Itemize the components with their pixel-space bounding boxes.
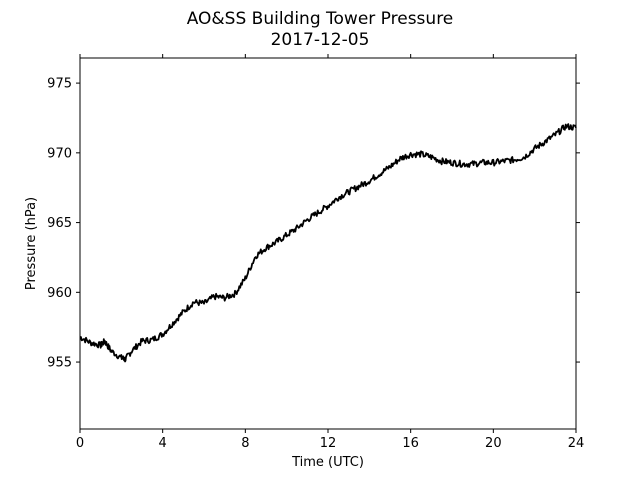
chart-subtitle: 2017-12-05	[271, 30, 370, 50]
x-tick-label: 0	[76, 436, 84, 451]
y-tick-label: 955	[47, 356, 72, 371]
series-layer	[80, 123, 577, 363]
y-tick-label: 975	[47, 77, 72, 92]
pressure-series-line	[80, 123, 577, 363]
x-axis-label: Time (UTC)	[291, 455, 364, 470]
x-tick-label: 20	[485, 436, 502, 451]
plot-frame	[79, 57, 577, 430]
axis-ticks: 0 4 8 12 16 20 24 955 960 965 970 975	[47, 54, 584, 451]
y-axis-label: Pressure (hPa)	[24, 197, 39, 290]
x-tick-label: 8	[241, 436, 249, 451]
y-tick-label: 960	[47, 286, 72, 301]
x-tick-label: 16	[402, 436, 419, 451]
y-tick-label: 970	[47, 146, 72, 161]
y-tick-label: 965	[47, 216, 72, 231]
x-tick-label: 4	[159, 436, 167, 451]
x-tick-label: 12	[320, 436, 337, 451]
x-tick-label: 24	[568, 436, 585, 451]
chart-title: AO&SS Building Tower Pressure	[187, 9, 454, 29]
